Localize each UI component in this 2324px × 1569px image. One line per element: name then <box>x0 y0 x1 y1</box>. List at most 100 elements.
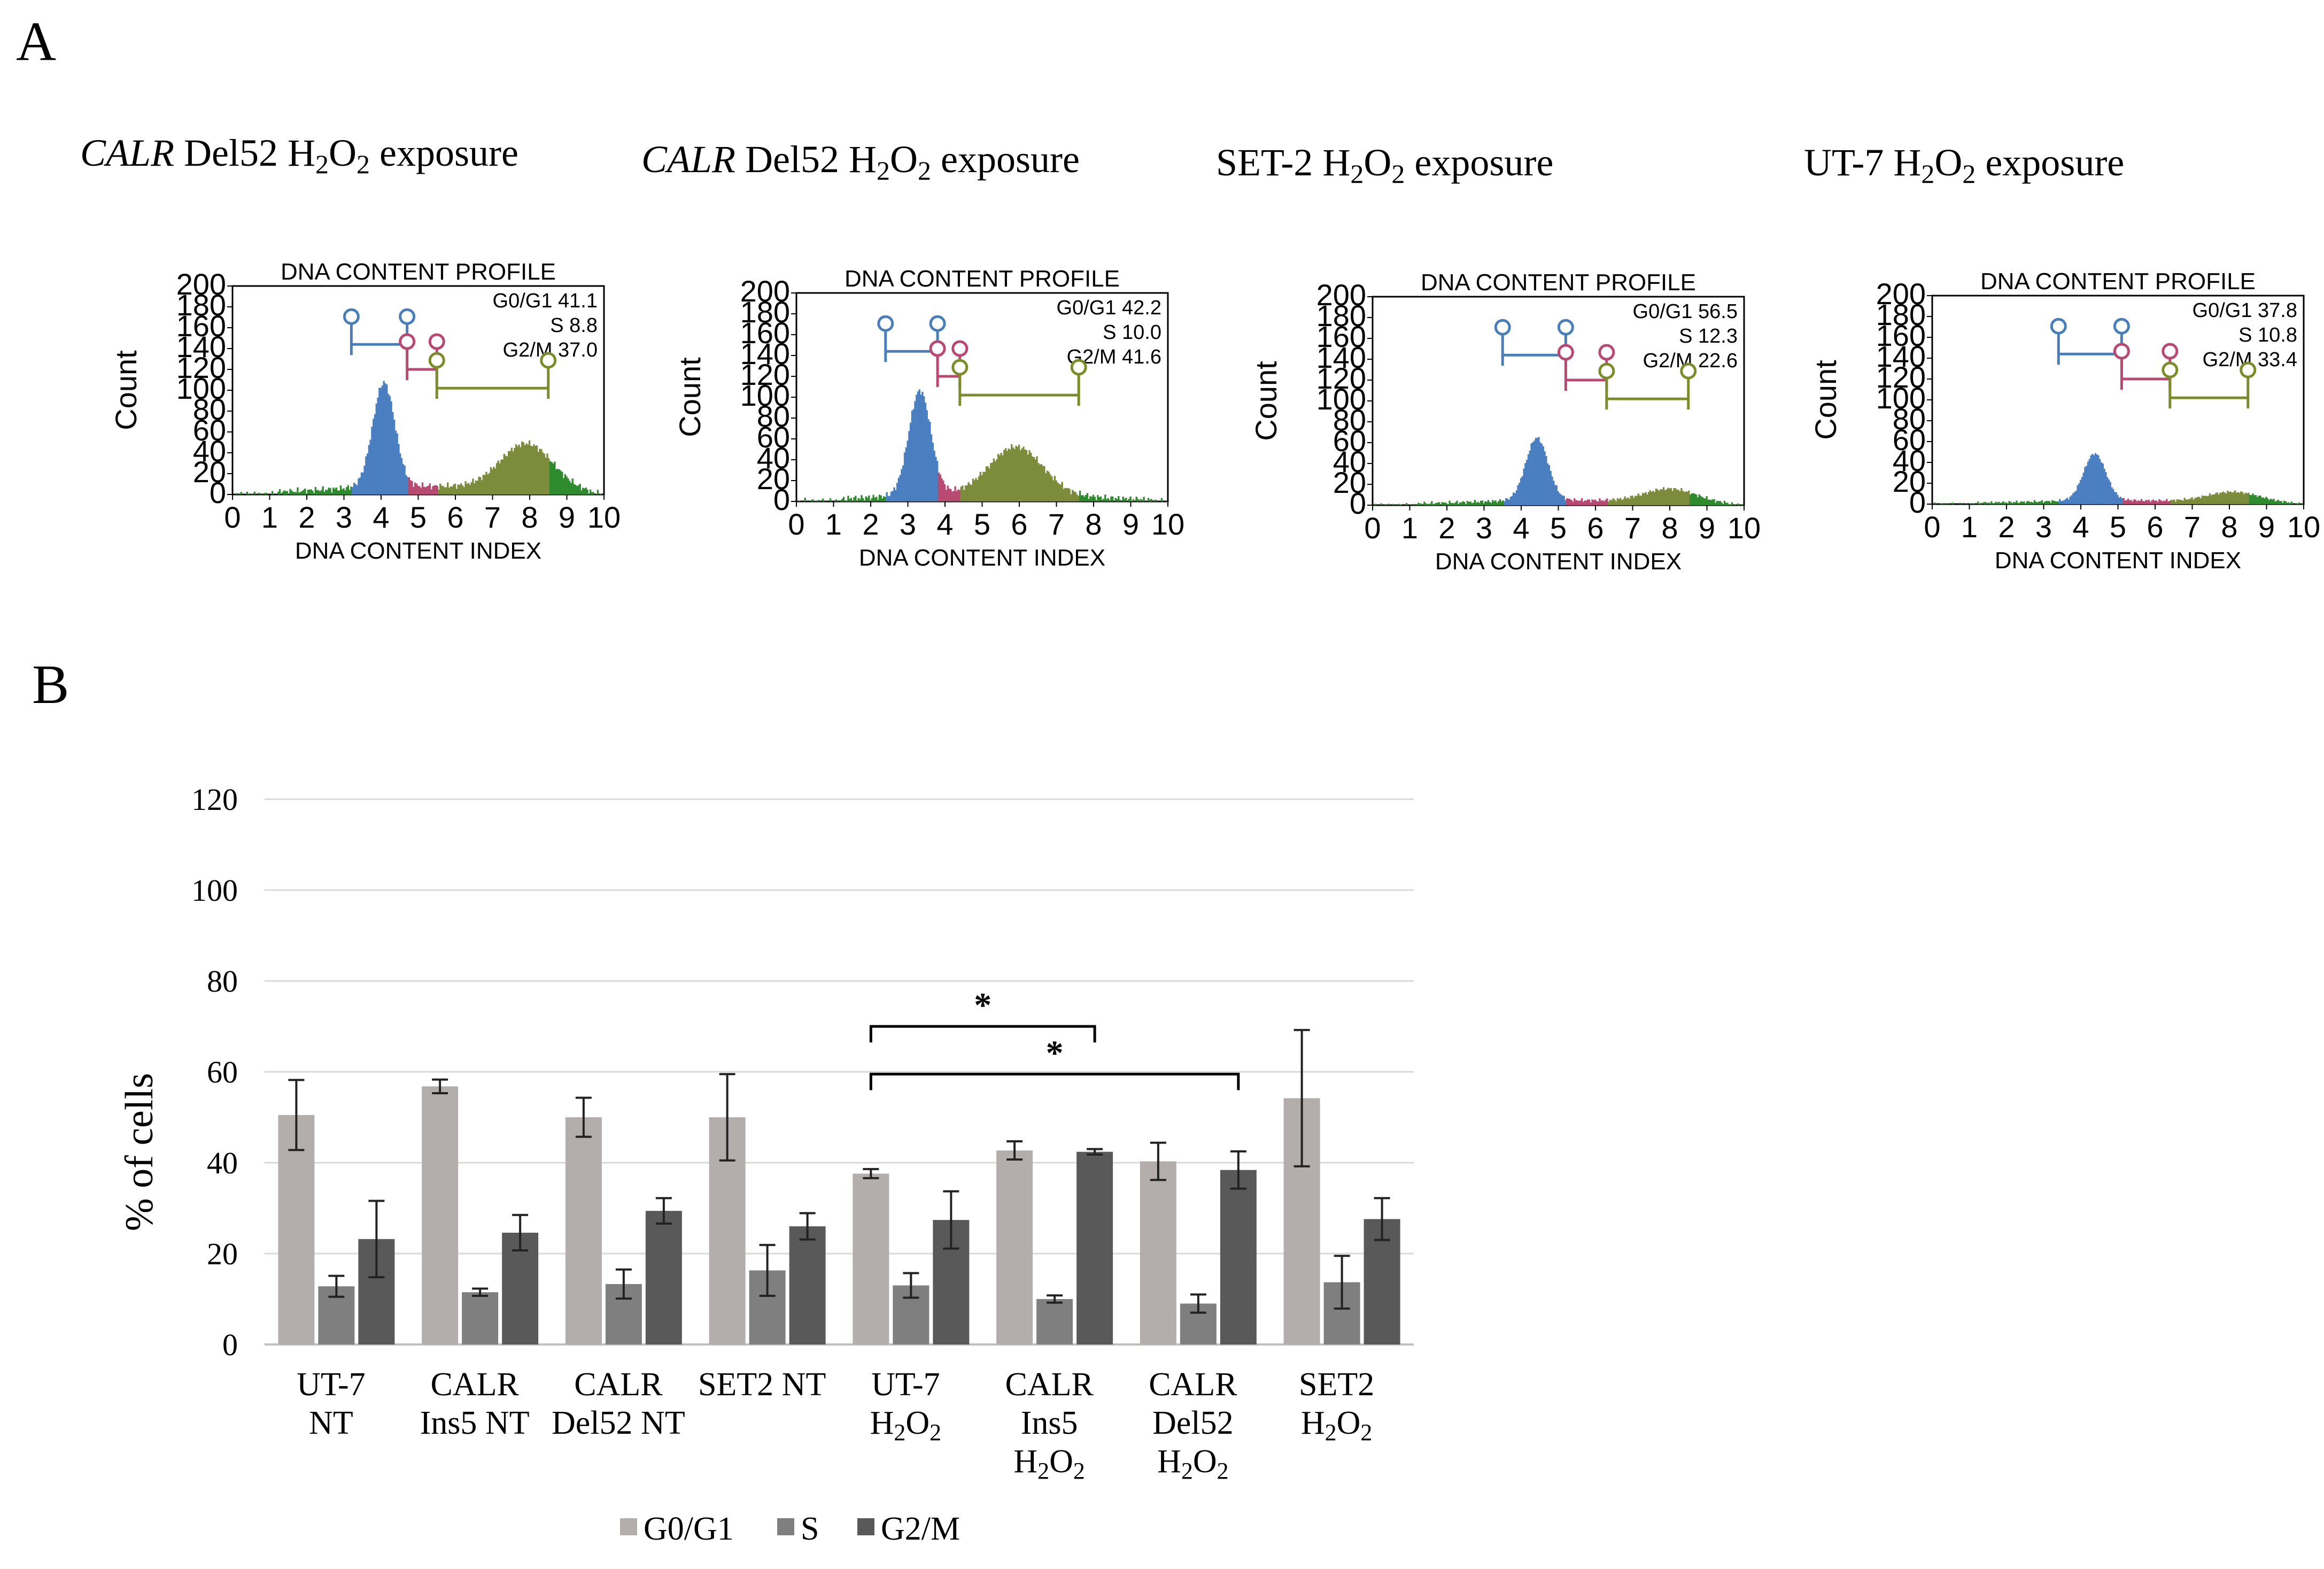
flow-hist-bin <box>299 491 302 494</box>
flow-hist-bin <box>1597 501 1599 505</box>
flow-hist-bin <box>466 484 468 494</box>
flow-hist-bin <box>2176 499 2178 504</box>
flow-hist-bin <box>1652 491 1654 505</box>
flow-hist-bin <box>1603 501 1605 505</box>
flow-y-tick-label: 120 <box>740 358 790 391</box>
flow-hist-bin <box>509 451 512 494</box>
flow-hist-bin <box>1677 490 1679 505</box>
flow-hist-bin <box>461 485 464 494</box>
flow-hist-bin <box>1679 491 1681 505</box>
flow-hist-bin <box>979 472 982 501</box>
bar-s <box>462 1292 499 1344</box>
flow-hist-bin <box>374 414 376 494</box>
flow-hist-bin <box>1540 443 1543 505</box>
flow-hist-bin <box>555 469 557 494</box>
flow-x-tick-label: 4 <box>1513 511 1529 545</box>
x-category-label: CALR <box>430 1366 519 1403</box>
x-category-label: CALR <box>1005 1366 1094 1403</box>
label-part: H <box>1301 1405 1325 1441</box>
flow-hist-bin <box>1448 500 1451 505</box>
flow-hist-bin <box>1609 500 1612 505</box>
flow-hist-bin <box>969 484 971 501</box>
flow-x-tick-label: 2 <box>862 507 879 541</box>
flow-hist-bin <box>438 489 440 494</box>
flow-hist-bin <box>1707 499 1709 505</box>
flow-hist-bin <box>985 466 988 501</box>
flow-hist-bin <box>1686 491 1688 505</box>
flow-hist-bin <box>1463 502 1466 505</box>
flow-hist-bin <box>975 478 977 501</box>
flow-hist-bin <box>1646 494 1648 505</box>
flow-hist-bin <box>866 497 869 501</box>
flow-hist-bin <box>1538 437 1540 505</box>
flow-hist-bin <box>1680 488 1683 505</box>
flow-hist-bin <box>1459 502 1461 505</box>
flow-y-tick-label: 80 <box>1893 402 1926 436</box>
flow-hist-bin <box>1710 500 1713 505</box>
flow-hist-bin <box>433 485 436 494</box>
flow-hist-bin <box>375 404 377 494</box>
flow-hist-bin <box>2241 492 2244 504</box>
flow-hist-bin <box>2105 472 2107 504</box>
flow-hist-bin <box>1496 503 1498 505</box>
flow-hist-bin <box>2026 501 2028 504</box>
flow-hist-bin <box>1661 489 1663 505</box>
flow-hist-bin <box>2227 491 2229 504</box>
flow-hist-bin <box>2203 496 2205 504</box>
flow-hist-bin <box>1088 499 1090 501</box>
label-part: O <box>1049 1443 1073 1480</box>
flow-hist-bin <box>964 485 967 501</box>
flow-hist-bin <box>869 500 872 501</box>
flow-hist-bin <box>387 393 390 494</box>
flow-hist-bin <box>2112 489 2114 504</box>
flow-hist-bin <box>897 477 900 501</box>
flow-hist-bin <box>588 493 590 494</box>
flow-hist-bin <box>1078 496 1080 501</box>
flow-hist-bin <box>1616 498 1618 505</box>
flow-hist-bin <box>2228 492 2230 504</box>
flow-hist-bin <box>1628 498 1631 505</box>
flow-hist-bin <box>2106 477 2109 504</box>
flow-hist-bin <box>2041 500 2043 504</box>
flow-hist-bin <box>325 490 327 494</box>
flow-y-tick-label: 60 <box>757 420 790 454</box>
flow-hist-bin <box>1073 491 1075 501</box>
flow-hist-bin <box>1112 496 1114 501</box>
flow-hist-bin <box>1493 501 1496 505</box>
x-category-label: H2O2 <box>870 1405 942 1446</box>
flow-hist-bin <box>570 483 572 494</box>
flow-x-tick-label: 4 <box>373 500 389 534</box>
flow-hist-bin <box>1080 495 1083 501</box>
flow-hist-bin <box>432 486 434 494</box>
flow-hist-bin <box>924 403 927 501</box>
flow-hist-bin <box>2235 492 2238 504</box>
flow-hist-bin <box>389 396 391 494</box>
flow-hist-bin <box>1731 502 1733 505</box>
flow-hist-bin <box>1655 488 1657 505</box>
flow-hist-bin <box>543 453 546 494</box>
flow-hist-bin <box>1701 497 1703 505</box>
flow-hist-bin <box>2042 503 2044 504</box>
flow-hist-bin <box>2033 500 2036 504</box>
flow-hist-bin <box>368 445 370 494</box>
flow-y-tick-label: 120 <box>1876 360 1926 394</box>
label-sub: 2 <box>894 1419 905 1446</box>
flow-hist-bin <box>2295 503 2297 504</box>
flow-hist-bin <box>970 485 973 501</box>
y-tick-label: 80 <box>207 964 238 999</box>
flow-hist-bin <box>2126 500 2128 504</box>
flow-hist-bin <box>402 464 404 494</box>
flow-hist-bin <box>1374 504 1376 505</box>
flow-hist-bin <box>1643 493 1646 505</box>
flow-y-tick-label: 180 <box>176 288 226 322</box>
flow-hist-bin <box>500 459 502 494</box>
flow-x-tick-label: 8 <box>1661 511 1678 545</box>
flow-hist-bin <box>916 395 918 501</box>
flow-hist-bin <box>282 492 284 494</box>
flow-hist-bin <box>811 499 814 501</box>
flow-inner-title: DNA CONTENT PROFILE <box>1421 269 1696 296</box>
flow-inner-title: DNA CONTENT PROFILE <box>281 259 556 285</box>
flow-x-tick-label: 1 <box>1961 510 1978 544</box>
flow-hist-bin <box>1738 504 1740 505</box>
